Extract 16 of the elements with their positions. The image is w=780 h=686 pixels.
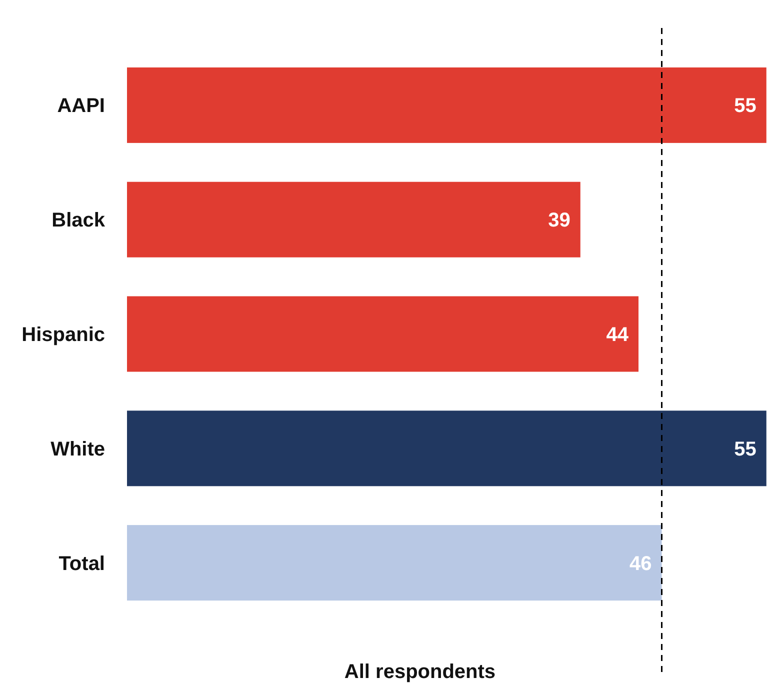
x-axis-title: All respondents: [344, 661, 496, 683]
bar: [127, 525, 662, 601]
y-tick-label: Black: [52, 210, 106, 232]
data-label: 55: [734, 438, 756, 460]
data-label: 44: [606, 324, 630, 346]
bar: [127, 296, 638, 372]
bar: [127, 410, 766, 486]
data-label: 46: [630, 552, 652, 575]
y-tick-label: AAPI: [57, 95, 105, 118]
bar: [127, 182, 580, 258]
y-tick-label: Hispanic: [22, 324, 105, 346]
data-label: 39: [548, 210, 570, 232]
bar: [127, 67, 766, 143]
y-tick-label: White: [50, 438, 105, 460]
y-tick-label: Total: [58, 552, 105, 575]
data-label: 55: [734, 95, 756, 118]
